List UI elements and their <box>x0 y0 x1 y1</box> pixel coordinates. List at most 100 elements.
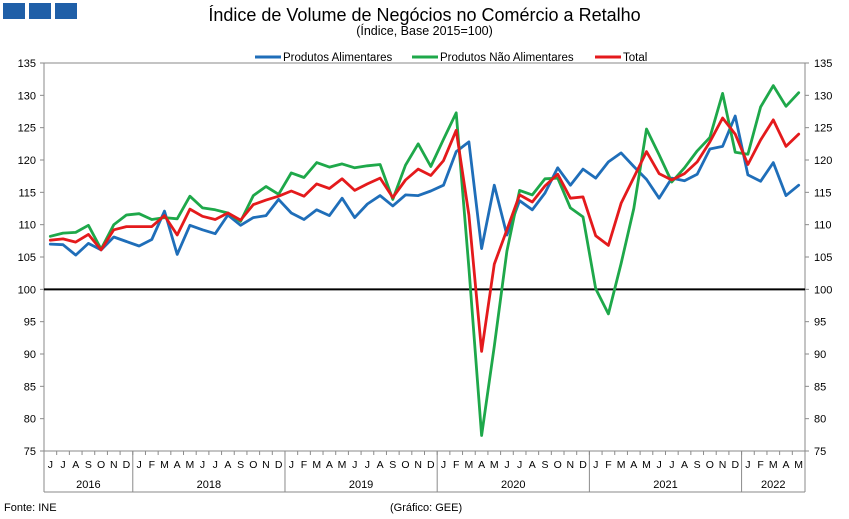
x-month-label: J <box>48 459 53 471</box>
y-tick-label-left: 120 <box>18 155 36 167</box>
y-tick-label-right: 90 <box>814 349 826 361</box>
y-tick-label-left: 75 <box>24 446 36 458</box>
x-month-label: A <box>326 459 333 471</box>
x-month-label: A <box>681 459 688 471</box>
y-tick-label-left: 90 <box>24 349 36 361</box>
x-year-label: 2019 <box>349 479 373 491</box>
y-tick-label-right: 85 <box>814 381 826 393</box>
x-month-label: F <box>757 459 763 471</box>
y-tick-label-left: 105 <box>18 252 36 264</box>
y-tick-label-right: 110 <box>814 220 832 232</box>
y-tick-label-left: 115 <box>18 187 36 199</box>
x-month-label: D <box>275 459 283 471</box>
x-month-label: J <box>60 459 65 471</box>
x-month-label: O <box>401 459 409 471</box>
x-month-label: M <box>465 459 474 471</box>
x-year-label: 2018 <box>197 479 221 491</box>
x-month-label: F <box>453 459 459 471</box>
x-month-label: A <box>478 459 485 471</box>
x-year-label: 2022 <box>761 479 785 491</box>
x-month-label: N <box>567 459 575 471</box>
x-month-label: M <box>160 459 169 471</box>
x-year-label: 2021 <box>653 479 677 491</box>
legend-label: Produtos Alimentares <box>283 52 393 64</box>
x-month-label: D <box>579 459 587 471</box>
chart-subtitle: (Índice, Base 2015=100) <box>356 24 493 38</box>
y-tick-label-left: 80 <box>24 414 36 426</box>
x-month-label: J <box>289 459 294 471</box>
x-month-label: J <box>213 459 218 471</box>
x-month-label: O <box>97 459 105 471</box>
y-tick-label-left: 100 <box>18 284 36 296</box>
x-month-label: S <box>237 459 244 471</box>
x-month-label: A <box>630 459 637 471</box>
x-month-label: A <box>224 459 231 471</box>
plot-border <box>43 62 806 452</box>
x-month-label: J <box>352 459 357 471</box>
x-month-label: S <box>389 459 396 471</box>
x-month-label: N <box>414 459 422 471</box>
x-month-label: J <box>657 459 662 471</box>
x-month-label: N <box>110 459 118 471</box>
y-tick-label-left: 85 <box>24 381 36 393</box>
x-month-label: S <box>85 459 92 471</box>
x-month-label: O <box>249 459 257 471</box>
x-month-label: S <box>694 459 701 471</box>
x-month-label: A <box>782 459 789 471</box>
series-line <box>48 84 801 437</box>
y-axis-left: 75 80 85 90 95 100 105 110 115 120 125 130 135 <box>18 58 44 458</box>
legend-label: Total <box>623 52 647 64</box>
x-month-label: J <box>137 459 142 471</box>
x-month-label: M <box>185 459 194 471</box>
source-note: Fonte: INE <box>4 502 57 514</box>
x-month-label: F <box>605 459 611 471</box>
x-month-label: N <box>262 459 270 471</box>
x-month-label: J <box>669 459 674 471</box>
legend-label: Produtos Não Alimentares <box>440 52 574 64</box>
x-month-label: J <box>745 459 750 471</box>
series-lines <box>48 84 801 437</box>
x-year-label: 2016 <box>76 479 100 491</box>
y-tick-label-right: 125 <box>814 123 832 135</box>
x-month-label: J <box>441 459 446 471</box>
x-month-label: J <box>517 459 522 471</box>
y-tick-label-left: 125 <box>18 123 36 135</box>
y-axis-right: 75 80 85 90 95 100 105 110 115 120 125 130 135 <box>805 58 832 458</box>
chart-credit: (Gráfico: GEE) <box>390 502 463 514</box>
x-month-label: M <box>794 459 803 471</box>
x-month-label: J <box>200 459 205 471</box>
y-tick-label-right: 75 <box>814 446 826 458</box>
y-tick-label-left: 135 <box>18 58 36 70</box>
series-line <box>48 116 801 353</box>
x-month-label: M <box>617 459 626 471</box>
x-month-label: N <box>719 459 727 471</box>
legend: Produtos Alimentares Produtos Não Aliment… <box>255 52 647 64</box>
y-tick-label-right: 130 <box>814 90 832 102</box>
x-month-label: A <box>72 459 79 471</box>
x-month-label: S <box>541 459 548 471</box>
x-month-label: D <box>123 459 131 471</box>
y-tick-label-right: 105 <box>814 252 832 264</box>
y-tick-label-left: 95 <box>24 317 36 329</box>
y-tick-label-right: 135 <box>814 58 832 70</box>
x-month-label: J <box>593 459 598 471</box>
x-month-label: M <box>312 459 321 471</box>
y-tick-label-left: 110 <box>18 220 36 232</box>
x-year-label: 2020 <box>501 479 525 491</box>
x-month-label: F <box>149 459 155 471</box>
x-month-label: M <box>642 459 651 471</box>
y-tick-label-right: 115 <box>814 187 832 199</box>
x-month-label: A <box>529 459 536 471</box>
x-month-label: F <box>301 459 307 471</box>
x-month-label: O <box>706 459 714 471</box>
x-month-label: D <box>731 459 739 471</box>
series-line <box>48 114 801 257</box>
x-month-label: A <box>377 459 384 471</box>
x-month-label: D <box>427 459 435 471</box>
x-month-label: M <box>490 459 499 471</box>
y-tick-label-left: 130 <box>18 90 36 102</box>
plot-frame <box>43 62 806 452</box>
x-month-label: O <box>554 459 562 471</box>
